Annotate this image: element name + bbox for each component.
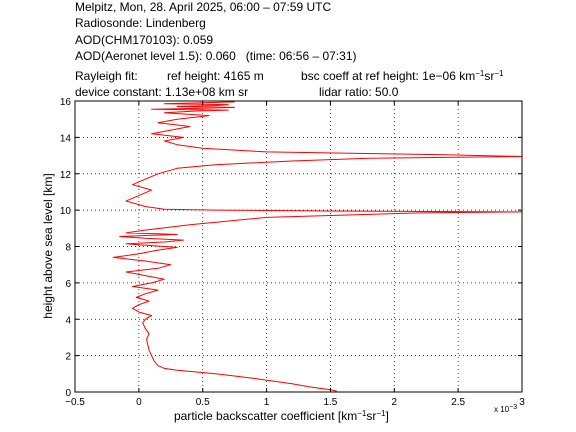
x-tick-label: 1.5 xyxy=(323,397,337,408)
grid-lines xyxy=(75,101,522,392)
y-tick-label: 4 xyxy=(65,315,71,326)
bsc-coeff-sup2: −1 xyxy=(494,69,504,78)
profile-line xyxy=(112,101,523,392)
bsc-coeff-mid: sr xyxy=(484,69,495,83)
x-tick-label: 0.5 xyxy=(196,397,210,408)
title-line-4: AOD(Aeronet level 1.5): 0.060 (time: 06:… xyxy=(75,49,357,63)
x-tick-label: 0 xyxy=(136,397,142,408)
x-tick-label: −0.5 xyxy=(65,397,85,408)
x-label-suffix: ] xyxy=(385,409,389,423)
x-tick-label: 2.5 xyxy=(451,397,465,408)
x-axis-label: particle backscatter coefficient [km−1sr… xyxy=(174,409,389,423)
x-tick-label: 1 xyxy=(264,397,270,408)
axis-ticks xyxy=(74,100,523,393)
title-line-3: AOD(CHM170103): 0.059 xyxy=(75,33,214,47)
ref-height: ref height: 4165 m xyxy=(167,69,264,83)
profile-line-group xyxy=(112,101,523,392)
x-label-prefix: particle backscatter coefficient [km xyxy=(174,409,358,423)
bsc-coeff: bsc coeff at ref height: 1e−06 km−1sr−1 xyxy=(301,69,503,83)
title-line-1: Melpitz, Mon, 28. April 2025, 06:00 – 07… xyxy=(75,0,332,14)
y-axis-label: height above sea level [km] xyxy=(41,173,55,318)
device-constant: device constant: 1.13e+08 km sr xyxy=(75,85,249,99)
x-tick-labels: −0.5 0 0.5 1 1.5 2 2.5 3 xyxy=(65,397,525,408)
plot-frame xyxy=(74,100,523,393)
bsc-coeff-sup1: −1 xyxy=(475,69,485,78)
x-multiplier-base: x 10 xyxy=(494,405,510,414)
x-label-sup2: −1 xyxy=(376,409,386,418)
y-tick-labels: 0 2 4 6 8 10 12 14 16 xyxy=(60,97,72,399)
x-label-sup1: −1 xyxy=(357,409,367,418)
y-tick-label: 6 xyxy=(65,279,71,290)
x-multiplier: x 10−3 xyxy=(494,404,517,414)
title-line-2: Radiosonde: Lindenberg xyxy=(75,16,206,30)
x-tick-label: 3 xyxy=(519,397,525,408)
y-tick-label: 2 xyxy=(65,352,71,363)
y-tick-label: 14 xyxy=(60,133,72,144)
y-tick-label: 8 xyxy=(65,243,71,254)
y-tick-label: 0 xyxy=(65,388,71,399)
y-tick-label: 16 xyxy=(60,97,72,108)
y-tick-label: 10 xyxy=(60,206,72,217)
lidar-ratio: lidar ratio: 50.0 xyxy=(319,85,399,99)
x-tick-label: 2 xyxy=(392,397,398,408)
rayleigh-label: Rayleigh fit: xyxy=(75,69,138,83)
x-label-mid: sr xyxy=(366,409,377,423)
x-multiplier-exp: −3 xyxy=(509,404,517,411)
y-tick-label: 12 xyxy=(60,170,72,181)
bsc-coeff-prefix: bsc coeff at ref height: 1e−06 km xyxy=(301,69,476,83)
